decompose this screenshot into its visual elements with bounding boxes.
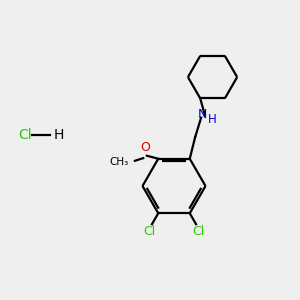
- Text: Cl: Cl: [18, 128, 32, 142]
- Text: H: H: [208, 112, 217, 126]
- Text: Cl: Cl: [192, 226, 204, 238]
- Text: N: N: [198, 108, 207, 121]
- Text: H: H: [53, 128, 64, 142]
- Text: O: O: [140, 141, 150, 154]
- Text: CH₃: CH₃: [110, 157, 129, 167]
- Text: Cl: Cl: [144, 226, 156, 238]
